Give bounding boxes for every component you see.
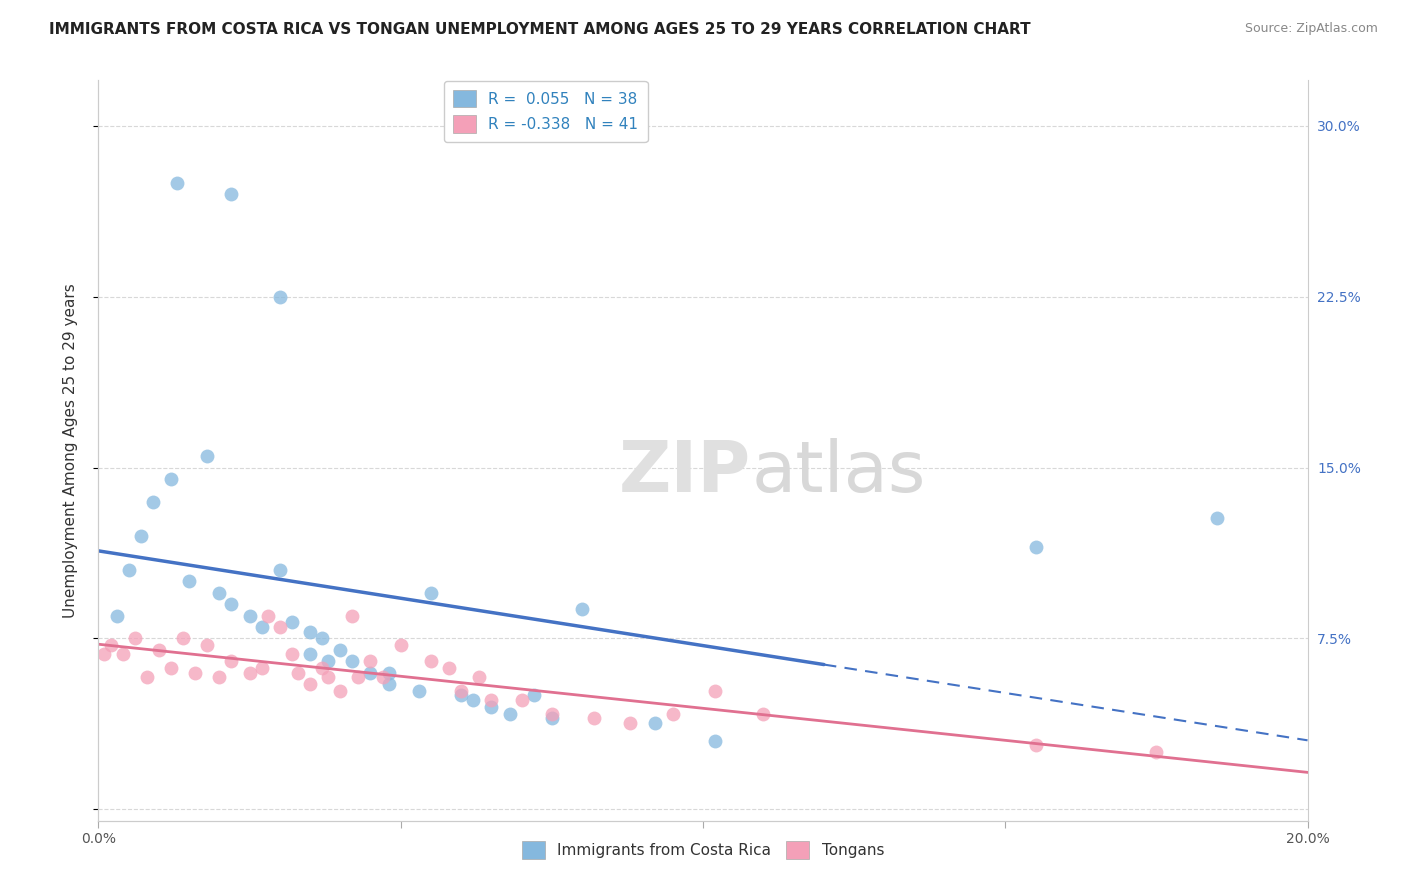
Point <box>250 620 273 634</box>
Point <box>540 706 562 721</box>
Point <box>118 563 141 577</box>
Point <box>269 290 291 304</box>
Point <box>450 683 472 698</box>
Point <box>299 648 322 662</box>
Point <box>166 176 188 190</box>
Point <box>100 638 122 652</box>
Point <box>389 638 412 652</box>
Point <box>498 706 520 721</box>
Point <box>377 665 399 680</box>
Point <box>329 642 352 657</box>
Point <box>221 597 243 611</box>
Point <box>287 665 309 680</box>
Point <box>752 706 775 721</box>
Point <box>1024 739 1046 753</box>
Point <box>523 689 546 703</box>
Point <box>420 654 443 668</box>
Text: IMMIGRANTS FROM COSTA RICA VS TONGAN UNEMPLOYMENT AMONG AGES 25 TO 29 YEARS CORR: IMMIGRANTS FROM COSTA RICA VS TONGAN UNE… <box>49 22 1031 37</box>
Point <box>111 648 134 662</box>
Point <box>377 677 399 691</box>
Point <box>124 632 146 646</box>
Point <box>408 683 430 698</box>
Legend: Immigrants from Costa Rica, Tongans: Immigrants from Costa Rica, Tongans <box>516 835 890 865</box>
Point <box>299 624 322 639</box>
Point <box>269 563 291 577</box>
Text: Source: ZipAtlas.com: Source: ZipAtlas.com <box>1244 22 1378 36</box>
Point <box>1024 541 1046 555</box>
Point <box>184 665 207 680</box>
Point <box>329 683 352 698</box>
Point <box>437 661 460 675</box>
Point <box>105 608 128 623</box>
Point <box>129 529 152 543</box>
Point <box>179 574 201 589</box>
Point <box>221 654 243 668</box>
Point <box>316 670 339 684</box>
Point <box>195 449 218 463</box>
Point <box>172 632 194 646</box>
Point <box>510 693 533 707</box>
Point <box>571 601 593 615</box>
Point <box>221 187 243 202</box>
Point <box>420 586 443 600</box>
Point <box>239 608 262 623</box>
Point <box>311 661 333 675</box>
Point <box>208 586 231 600</box>
Point <box>316 654 339 668</box>
Point <box>1144 745 1167 759</box>
Point <box>160 472 183 486</box>
Point <box>704 734 727 748</box>
Point <box>93 648 115 662</box>
Point <box>463 693 485 707</box>
Point <box>644 715 666 730</box>
Point <box>342 654 364 668</box>
Point <box>481 693 503 707</box>
Point <box>299 677 322 691</box>
Point <box>661 706 683 721</box>
Point <box>342 608 364 623</box>
Point <box>281 615 304 630</box>
Point <box>450 689 472 703</box>
Text: ZIP: ZIP <box>619 438 751 508</box>
Point <box>347 670 370 684</box>
Point <box>311 632 333 646</box>
Point <box>239 665 262 680</box>
Text: atlas: atlas <box>751 438 925 508</box>
Point <box>256 608 278 623</box>
Point <box>208 670 231 684</box>
Point <box>468 670 491 684</box>
Point <box>371 670 394 684</box>
Point <box>160 661 183 675</box>
Y-axis label: Unemployment Among Ages 25 to 29 years: Unemployment Among Ages 25 to 29 years <box>63 283 77 618</box>
Point <box>704 683 727 698</box>
Point <box>250 661 273 675</box>
Point <box>142 494 165 508</box>
Point <box>619 715 641 730</box>
Point <box>481 699 503 714</box>
Point <box>583 711 606 725</box>
Point <box>360 665 382 680</box>
Point <box>281 648 304 662</box>
Point <box>360 654 382 668</box>
Point <box>269 620 291 634</box>
Point <box>540 711 562 725</box>
Point <box>148 642 170 657</box>
Point <box>195 638 218 652</box>
Point <box>1206 510 1229 524</box>
Point <box>135 670 157 684</box>
